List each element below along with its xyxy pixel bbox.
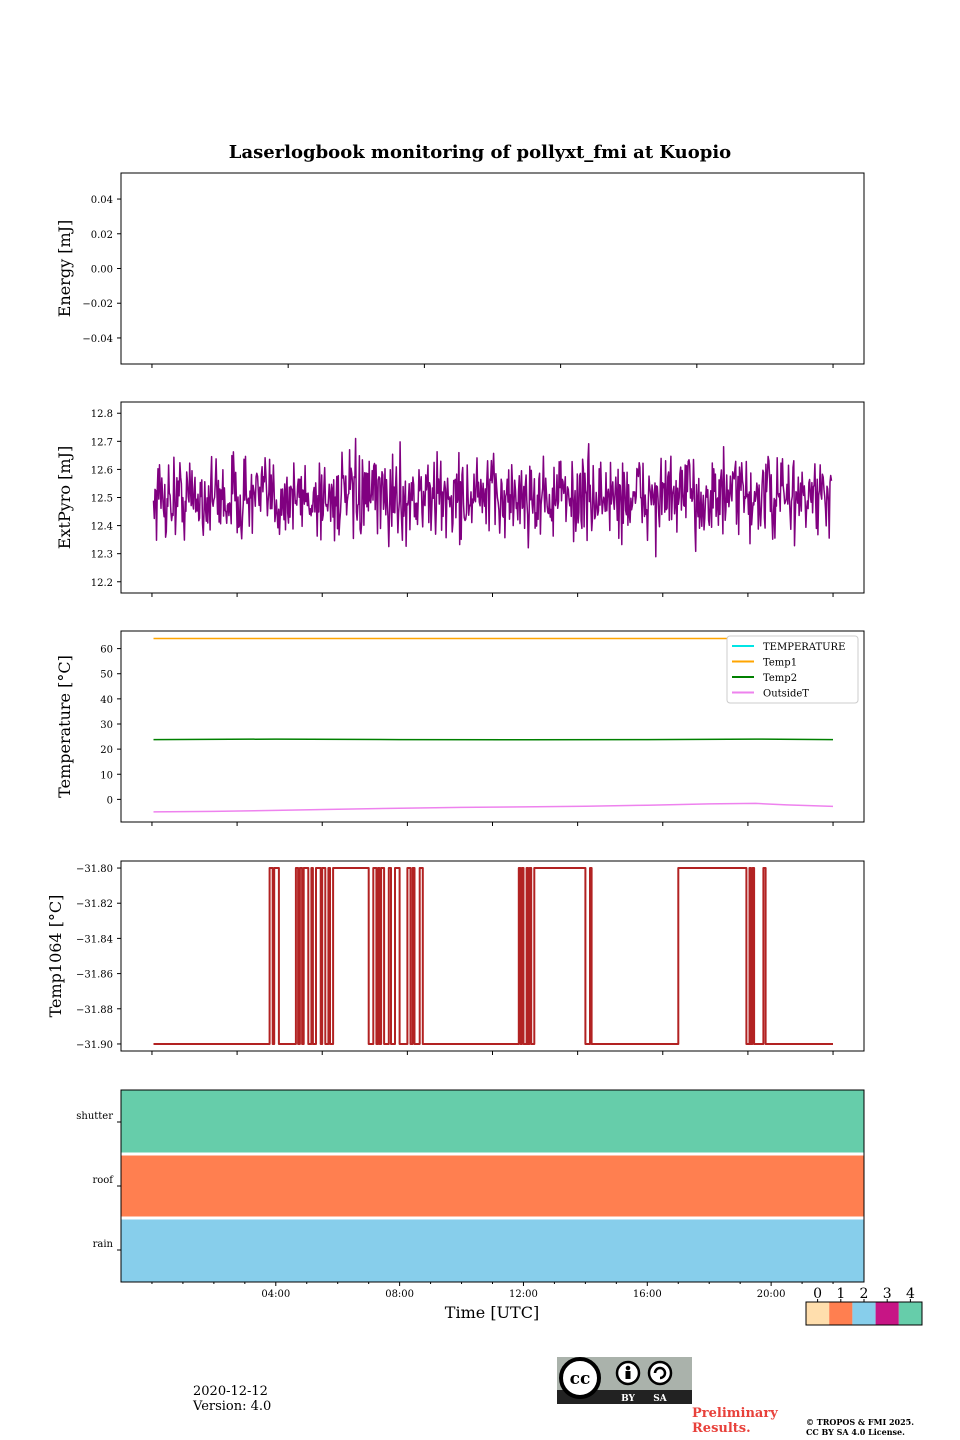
x-tick-label: 12:00 bbox=[509, 1289, 538, 1300]
y-tick-label: 12.8 bbox=[91, 409, 113, 420]
cc-by-sa-license-badge: cc BY SA bbox=[557, 1357, 692, 1404]
footer-version: Version: 4.0 bbox=[193, 1399, 272, 1414]
colorbar-swatch-0 bbox=[806, 1302, 830, 1325]
panel-3: 60 50 40 30 20 10 0 Temperature [°C] TEMPERATURE… bbox=[55, 630, 865, 826]
y-tick-label: 50 bbox=[100, 670, 113, 681]
colorbar-label-4: 4 bbox=[906, 1286, 915, 1302]
row-label-shutter: shutter bbox=[76, 1111, 113, 1122]
footer-date-block: 2020-12-12 Version: 4.0 bbox=[193, 1384, 271, 1414]
colorbar-swatch-3 bbox=[875, 1302, 899, 1325]
y-tick-label: 12.2 bbox=[91, 578, 113, 589]
y-tick-label: −0.02 bbox=[82, 299, 113, 310]
panel-frame bbox=[120, 630, 865, 823]
y-tick-label: 60 bbox=[100, 645, 113, 656]
panel-1: 0.04 0.02 0.00 −0.02 −0.04 Energy [mJ] bbox=[55, 172, 865, 368]
y-tick-label: 12.7 bbox=[91, 437, 113, 448]
panel-frame bbox=[120, 401, 865, 594]
y-axis-label: ExtPyro [mJ] bbox=[55, 446, 74, 549]
panel-frame bbox=[120, 1089, 865, 1283]
colorbar-swatch-4 bbox=[898, 1302, 922, 1325]
panel-2: 12.8 12.7 12.6 12.5 12.4 12.3 12.2 ExtPyro [mJ] bbox=[55, 401, 865, 597]
y-tick-label: 12.3 bbox=[91, 550, 113, 561]
footer-date: 2020-12-12 bbox=[193, 1384, 268, 1399]
status-row-shutter bbox=[121, 1090, 864, 1154]
y-tick-label: −31.84 bbox=[76, 934, 113, 945]
colorbar-label-2: 2 bbox=[860, 1286, 869, 1302]
colorbar-label-0: 0 bbox=[813, 1286, 822, 1302]
x-tick-label: 08:00 bbox=[385, 1289, 414, 1300]
y-tick-label: 30 bbox=[100, 720, 113, 731]
panel-5: shutter roof rain 04:00 08:00 12:00 16:00 20:00 bbox=[76, 1089, 865, 1300]
series-line-extpyro bbox=[152, 437, 833, 558]
series-line-temp2 bbox=[153, 738, 834, 741]
y-tick-label: 0.02 bbox=[91, 230, 113, 241]
series-line-outsidet bbox=[153, 802, 834, 813]
chart-title: Laserlogbook monitoring of pollyxt_fmi a… bbox=[229, 142, 731, 163]
y-tick-label: −31.80 bbox=[76, 864, 113, 875]
y-tick-label: 0.04 bbox=[91, 195, 113, 206]
copyright-block: © TROPOS & FMI 2025. CC BY SA 4.0 Licens… bbox=[806, 1417, 914, 1437]
sa-label: SA bbox=[653, 1394, 667, 1404]
x-tick-label: 20:00 bbox=[757, 1289, 786, 1300]
legend-box bbox=[726, 635, 859, 704]
row-label-rain: rain bbox=[93, 1239, 114, 1250]
panel-frame bbox=[120, 860, 865, 1052]
legend-entry-temp2: Temp2 bbox=[763, 673, 797, 684]
preliminary-results-note: Preliminary Results. bbox=[692, 1406, 778, 1436]
panel-4: −31.80 −31.82 −31.84 −31.86 −31.88 −31.90 Temp… bbox=[46, 860, 865, 1055]
status-row-rain bbox=[121, 1218, 864, 1282]
status-row-roof bbox=[121, 1154, 864, 1218]
colorbar-swatch-1 bbox=[829, 1302, 853, 1325]
cc-logo-text: cc bbox=[570, 1369, 591, 1389]
y-tick-label: 12.6 bbox=[91, 465, 113, 476]
copyright-line-1: © TROPOS & FMI 2025. bbox=[806, 1417, 915, 1427]
y-tick-label: 12.4 bbox=[91, 522, 113, 533]
legend-entry-outsidet: OutsideT bbox=[763, 689, 809, 700]
y-tick-label: −31.86 bbox=[76, 970, 113, 981]
y-axis-label: Temperature [°C] bbox=[55, 655, 74, 798]
legend-entry-temp1: Temp1 bbox=[763, 658, 797, 669]
colorbar-label-1: 1 bbox=[836, 1286, 845, 1302]
by-label: BY bbox=[621, 1394, 635, 1404]
copyright-line-2: CC BY SA 4.0 License. bbox=[806, 1427, 905, 1437]
y-tick-label: 12.5 bbox=[91, 494, 113, 505]
y-axis-label: Temp1064 [°C] bbox=[46, 895, 65, 1018]
panel-frame bbox=[120, 172, 865, 365]
y-tick-label: 0.00 bbox=[91, 265, 113, 276]
share-alike-icon bbox=[647, 1360, 673, 1386]
y-tick-label: 0 bbox=[107, 795, 113, 806]
y-tick-label: −31.88 bbox=[76, 1005, 113, 1016]
colorbar-label-3: 3 bbox=[883, 1286, 892, 1302]
x-axis-label: Time [UTC] bbox=[445, 1303, 539, 1322]
y-tick-label: 40 bbox=[100, 695, 113, 706]
x-tick-label: 04:00 bbox=[261, 1289, 290, 1300]
legend-entry-temperature: TEMPERATURE bbox=[763, 642, 845, 653]
y-tick-label: −31.90 bbox=[76, 1040, 113, 1051]
y-tick-label: 20 bbox=[100, 745, 113, 756]
x-tick-label: 16:00 bbox=[633, 1289, 662, 1300]
colorbar-swatch-2 bbox=[852, 1302, 876, 1325]
y-tick-label: 10 bbox=[100, 770, 113, 781]
row-label-roof: roof bbox=[92, 1175, 114, 1186]
cc-logo-icon bbox=[559, 1357, 601, 1399]
y-tick-label: −31.82 bbox=[76, 899, 113, 910]
y-tick-label: −0.04 bbox=[82, 334, 113, 345]
series-line-temp1064 bbox=[153, 867, 833, 1045]
y-axis-label: Energy [mJ] bbox=[55, 220, 74, 318]
